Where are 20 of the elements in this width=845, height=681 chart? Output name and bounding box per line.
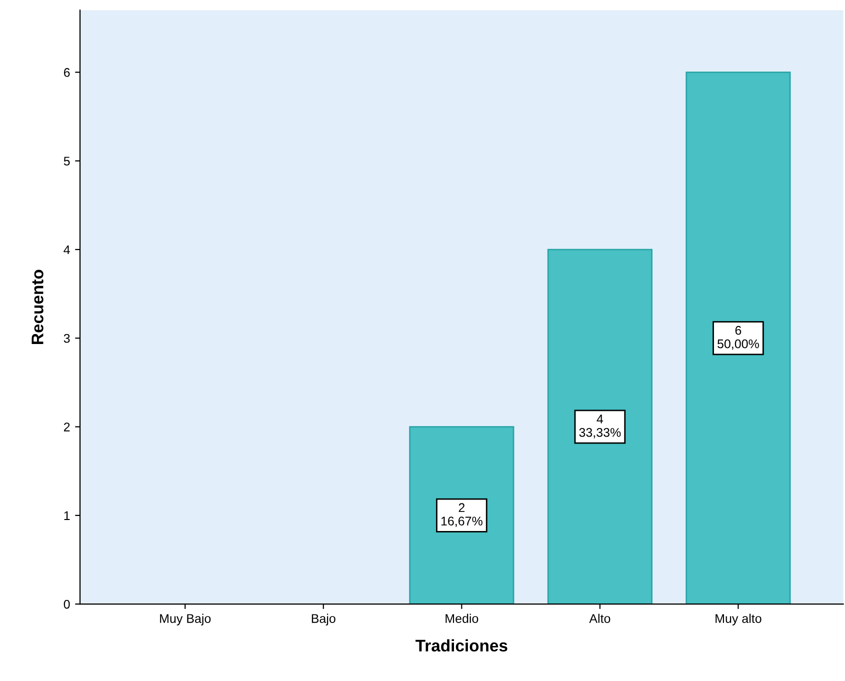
x-tick-label: Medio xyxy=(446,614,478,623)
data-label: 2 16,67% xyxy=(441,503,482,527)
y-axis-title: Recuento xyxy=(32,270,44,344)
data-label: 6 50,00% xyxy=(718,326,759,350)
data-label: 4 33,33% xyxy=(579,414,621,438)
y-tick-label: 4 xyxy=(64,245,70,254)
x-tick-label: Bajo xyxy=(312,614,336,626)
x-tick-label: Muy alto xyxy=(716,614,762,626)
y-tick-label: 5 xyxy=(64,156,70,166)
y-tick-label: 0 xyxy=(64,600,70,609)
y-tick-label: 6 xyxy=(64,68,70,77)
x-tick-label: Muy Bajo xyxy=(160,614,211,626)
y-tick-label: 2 xyxy=(64,422,70,432)
bar xyxy=(547,248,652,604)
x-tick-label: Alto xyxy=(589,614,610,623)
x-axis-title: Tradiciones xyxy=(416,639,508,652)
y-tick-label: 3 xyxy=(64,334,70,343)
y-tick-label: 1 xyxy=(64,511,70,520)
bar xyxy=(409,426,514,604)
bar xyxy=(686,72,791,604)
